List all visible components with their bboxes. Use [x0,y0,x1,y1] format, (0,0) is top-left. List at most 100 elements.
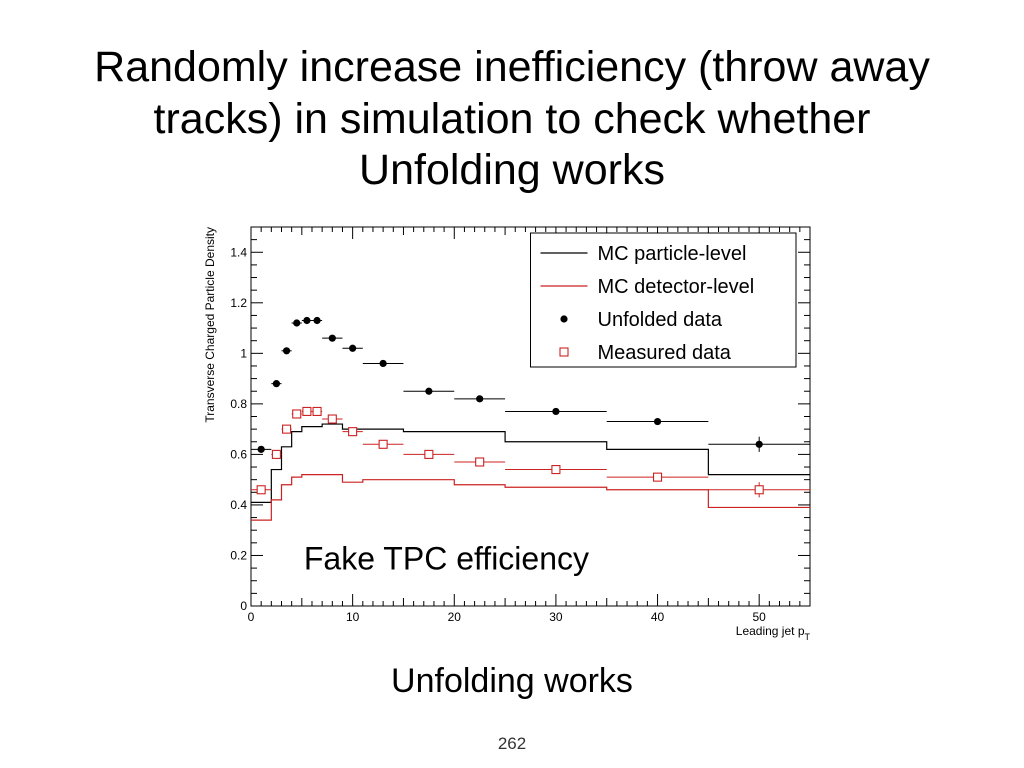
chart-svg: 0 0.2 0.4 0.6 0.8 1 1.2 1.4 0 10 20 30 40 50 Transvers… [203,226,811,642]
series-mc-particle-level [251,423,810,504]
data-point [606,472,709,482]
y-tick-label: 0.2 [230,548,247,562]
chart: 0 0.2 0.4 0.6 0.8 1 1.2 1.4 0 10 20 30 40 50 Transvers… [200,220,820,650]
legend: MC particle-level MC detector-level Unfold… [530,232,797,368]
marker-circle [282,347,291,355]
legend-circle-swatch [560,315,568,323]
marker-circle [755,440,763,448]
marker-square [551,465,561,475]
marker-circle [257,445,265,453]
data-point [322,334,343,342]
marker-circle [313,316,321,325]
data-point [505,465,607,475]
x-axis-label-sub: T [805,632,811,642]
data-point [281,424,292,434]
marker-square [652,472,663,482]
x-tick-label: 40 [651,610,665,624]
legend-label: MC particle-level [598,243,747,265]
marker-circle [425,387,433,395]
x-tick-label: 0 [248,610,255,624]
x-tick-label: 20 [448,610,462,624]
marker-square [302,406,312,416]
slide-title: Randomly increase inefficiency (throw aw… [94,43,930,195]
legend-item: MC detector-level [540,276,755,298]
data-point [362,359,404,368]
legend-item: MC particle-level [540,243,747,265]
marker-circle [552,407,560,416]
histogram-line [251,423,810,504]
marker-square [475,457,485,467]
marker-circle [349,344,357,352]
series-measured-data [251,406,810,498]
histogram-line [251,474,810,521]
data-point [271,380,282,388]
y-tick-label: 1.4 [230,245,247,259]
marker-circle [379,359,387,368]
x-axis-label: Leading jet pT [736,624,811,642]
legend-box [530,232,797,368]
marker-circle [303,316,311,325]
marker-square [378,439,388,449]
data-point [301,406,312,416]
data-point [342,344,363,352]
marker-circle [476,395,484,403]
y-tick-label: 0 [240,599,247,613]
data-point [362,439,404,449]
marker-square [348,427,358,437]
y-tick-label: 0.4 [230,498,247,512]
data-point [403,387,455,395]
x-tick-label: 10 [346,610,360,624]
data-point [505,407,607,416]
legend-label: Measured data [598,342,732,364]
data-point [708,436,810,452]
y-tick-label: 1 [240,346,247,360]
x-axis-label-main: Leading jet p [736,624,805,638]
marker-square [424,449,434,459]
y-tick-label: 1.2 [230,296,247,310]
marker-square [256,485,266,495]
data-point [311,316,323,325]
marker-square [312,406,322,416]
marker-circle [653,417,662,426]
data-point [291,409,302,419]
marker-square [292,409,302,419]
x-axis: 0 10 20 30 40 50 [248,227,811,624]
slide-subtitle: Unfolding works [391,662,633,700]
x-tick-label: 30 [549,610,563,624]
chart-annotation: Fake TPC efficiency [304,540,589,576]
marker-circle [328,334,336,342]
y-axis-label: Transverse Charged Particle Density [203,227,217,423]
data-point [301,316,312,325]
page-number: 262 [497,734,527,753]
legend-label: MC detector-level [598,276,755,298]
data-point [281,347,292,355]
marker-square [327,414,337,424]
data-point [322,414,343,424]
x-tick-label: 50 [753,610,767,624]
legend-square-swatch [559,347,569,357]
marker-square [754,485,764,495]
data-point [251,445,272,453]
data-point [606,417,709,426]
marker-square [271,449,281,459]
marker-circle [293,319,301,327]
marker-circle [272,380,281,388]
data-point [454,457,506,467]
legend-label: Unfolded data [598,309,723,331]
data-point [311,406,323,416]
y-tick-label: 0.8 [230,397,247,411]
series-mc-detector-level [251,474,810,521]
marker-square [282,424,292,434]
data-point [251,485,272,495]
data-point [342,427,363,437]
data-point [708,482,810,498]
legend-item: Unfolded data [560,309,723,331]
series-unfolded-data [251,316,810,453]
data-point [271,449,282,459]
y-axis: 0 0.2 0.4 0.6 0.8 1 1.2 1.4 [230,226,810,613]
y-tick-label: 0.6 [230,447,247,461]
data-point [403,449,455,459]
data-point [291,319,302,327]
legend-item: Measured data [559,342,732,364]
data-point [454,395,506,403]
